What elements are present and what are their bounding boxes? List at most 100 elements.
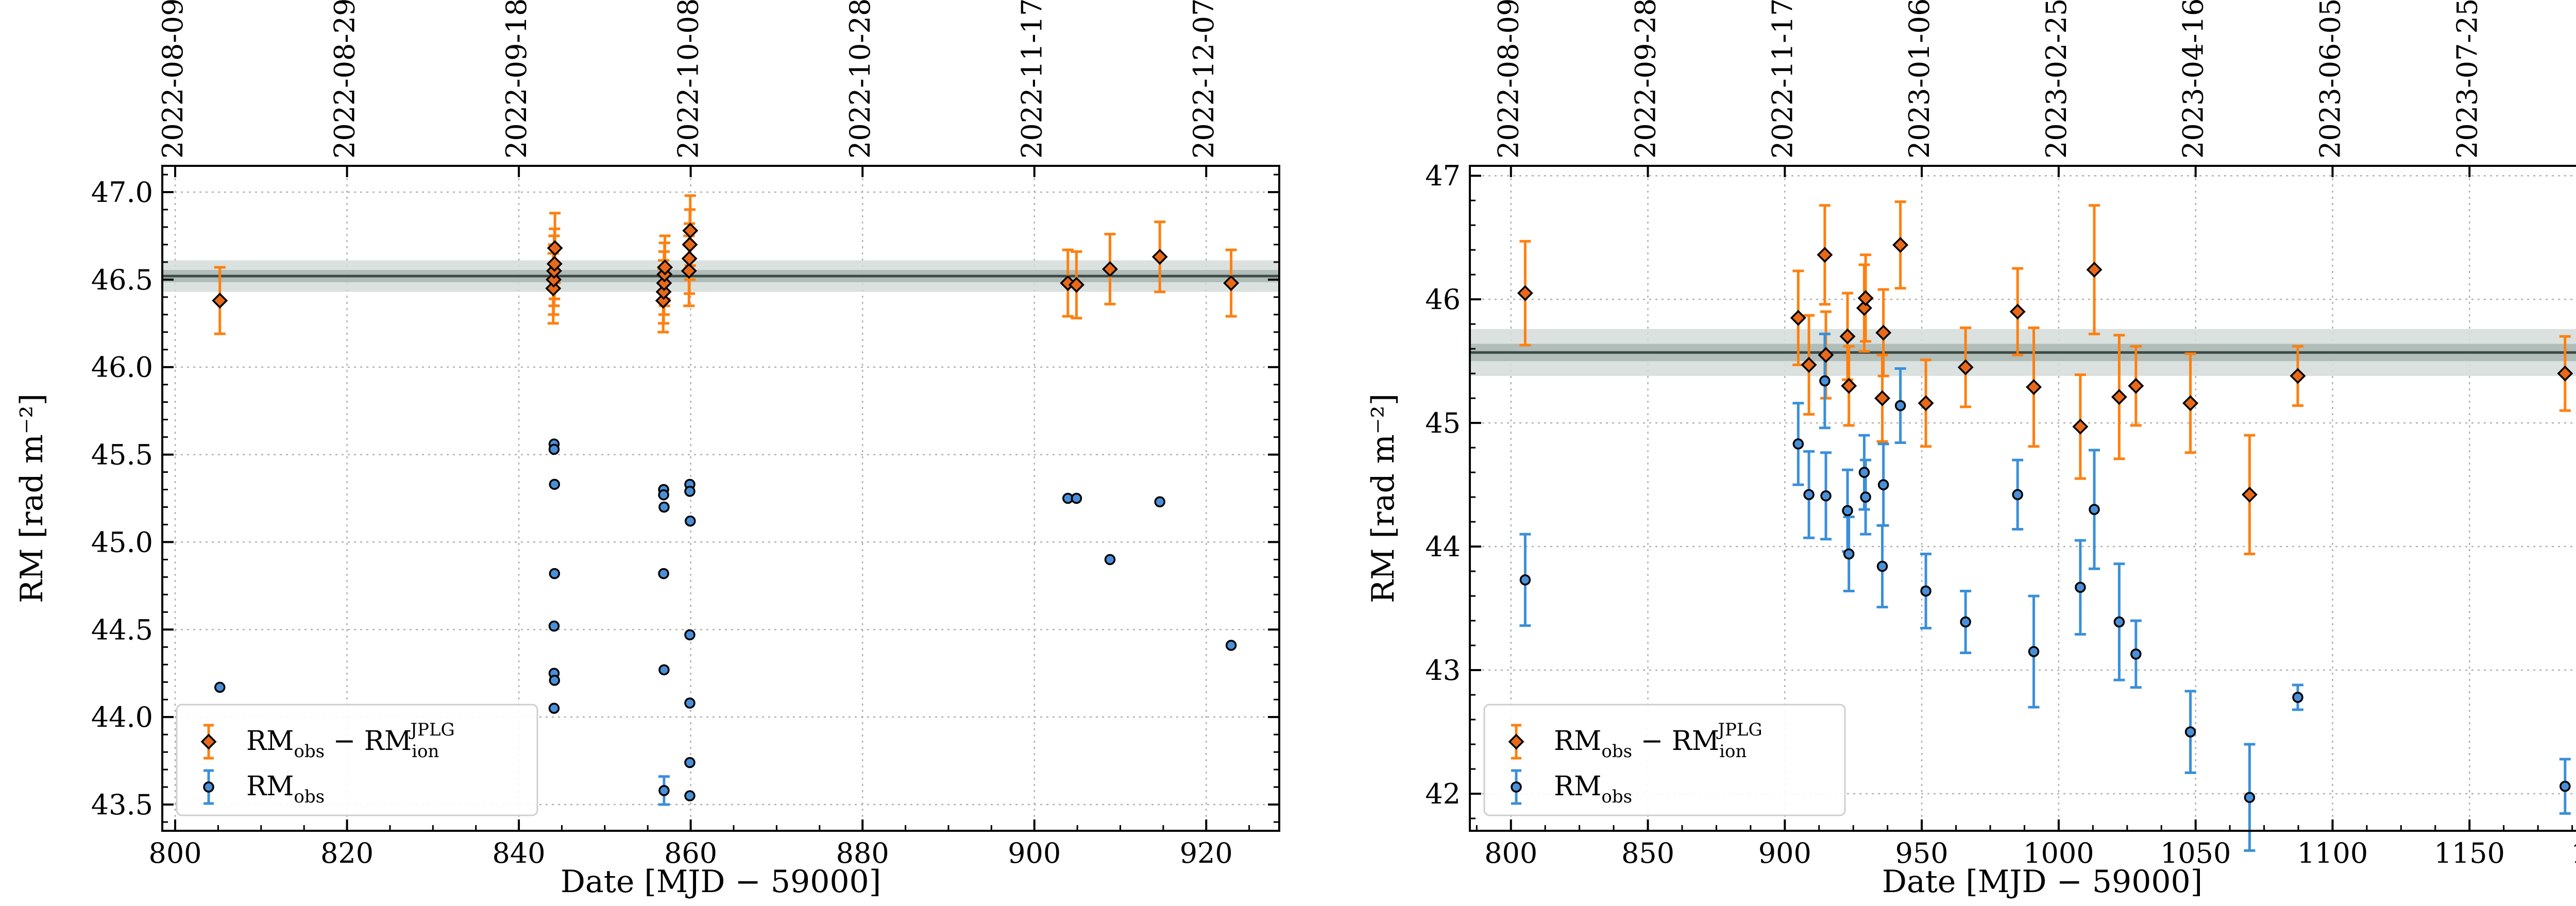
observed-rm-point (1225, 640, 1237, 651)
left-y-axis-title: RM [rad m⁻²] (14, 394, 50, 603)
corrected-rm-point (2072, 418, 2089, 435)
observed-rm-point (1877, 479, 1889, 490)
corrected-rm-point (546, 271, 562, 288)
y-tick-label: 47 (1425, 160, 1461, 192)
legend-rm-text: RM (1554, 726, 1601, 757)
x-tick-label: 950 (1895, 837, 1948, 869)
top-date-tick-label: 2023-01-06 (1903, 0, 1936, 159)
corrected-rm-point (2290, 368, 2306, 384)
legend-obs-subscript: obs (294, 741, 325, 762)
corrected-rm-point (1841, 378, 1857, 394)
corrected-rm-point (682, 236, 698, 253)
x-tick-label: 840 (493, 837, 546, 869)
observed-rm-point (1803, 489, 1815, 501)
top-date-tick-label: 2023-07-25 (2451, 0, 2483, 159)
top-date-tick-label: 2022-10-08 (672, 0, 705, 159)
observed-rm-point (685, 515, 696, 527)
observed-rm-point (684, 486, 696, 497)
y-tick-label: 42 (1425, 778, 1461, 810)
left-plot-frame (161, 165, 1280, 832)
legend-obs-subscript: obs (294, 787, 325, 807)
legend-minus-rm-text: − RM (325, 726, 412, 757)
x-tick-label: 850 (1621, 837, 1674, 869)
x-tick-label: 1050 (2160, 837, 2231, 869)
x-tick-label: 800 (1484, 837, 1537, 869)
corrected-rm-point (1839, 328, 1856, 345)
top-date-tick-label: 2023-06-05 (2314, 0, 2346, 159)
corrected-rm-point (1875, 324, 1892, 341)
x-tick-label: 1200 (2571, 837, 2576, 869)
observed-rm-point (1842, 505, 1853, 517)
top-date-tick-label: 2022-10-28 (844, 0, 876, 159)
y-tick-label: 44 (1425, 531, 1461, 563)
x-tick-label: 1000 (2023, 837, 2094, 869)
observed-rm-point (2028, 646, 2040, 657)
corrected-rm-point (657, 259, 673, 276)
observed-rm-point (1843, 548, 1855, 560)
observed-rm-point (658, 568, 669, 579)
corrected-rm-point (1918, 395, 1934, 412)
x-tick-label: 860 (664, 837, 717, 869)
legend-minus-rm-text: − RM (1632, 726, 1719, 757)
y-tick-label: 44.5 (91, 613, 153, 646)
observed-rm-point (2292, 692, 2303, 703)
legend-observed-marker (203, 781, 214, 793)
corrected-rm-point (1517, 285, 1533, 301)
corrected-rm-point (2111, 389, 2127, 405)
corrected-rm-point (656, 275, 672, 292)
legend-label: RMobs − RMionJPLG (246, 720, 455, 762)
corrected-rm-point (1790, 310, 1806, 326)
top-date-tick-label: 2022-08-29 (329, 0, 361, 159)
corrected-rm-point (1817, 247, 1833, 263)
observed-rm-point (549, 675, 561, 686)
observed-rm-point (1960, 616, 1971, 628)
observed-rm-point (2130, 648, 2142, 660)
corrected-rm-point (1892, 237, 1909, 253)
observed-rm-point (1876, 560, 1888, 572)
observed-rm-point (2560, 780, 2571, 792)
observed-rm-point (2113, 616, 2125, 628)
x-tick-label: 800 (148, 837, 201, 869)
observed-rm-point (548, 443, 560, 455)
top-date-tick-label: 2022-11-17 (1016, 0, 1048, 159)
top-date-tick-label: 2022-09-18 (500, 0, 533, 159)
observed-rm-point (549, 568, 561, 579)
corrected-rm-point (1151, 249, 1168, 265)
corrected-rm-point (655, 293, 671, 309)
observed-rm-point (658, 501, 670, 513)
top-date-tick-label: 2022-09-28 (1630, 0, 1662, 159)
legend-box (176, 704, 538, 816)
corrected-rm-point (2026, 379, 2042, 396)
right-grid-layer (1470, 166, 2576, 831)
x-tick-label: 820 (320, 837, 374, 869)
right-chart-panel: 800 850 900 950 1000 1050 1100 1150 1200 42 43 44 45… (1365, 0, 2576, 900)
right-points-layer (1517, 237, 2573, 803)
right-plot-frame (1469, 165, 2576, 832)
legend-observed-marker (1511, 781, 1522, 793)
y-tick-label: 44.0 (91, 701, 153, 733)
corrected-rm-point (2009, 303, 2026, 320)
observed-rm-point (1519, 574, 1531, 586)
corrected-rm-point (2182, 395, 2199, 412)
corrected-rm-point (1957, 359, 1974, 375)
corrected-rm-point (212, 293, 228, 309)
corrected-rm-point (547, 240, 563, 257)
y-tick-label: 46.0 (91, 351, 153, 384)
corrected-rm-point (1857, 290, 1874, 306)
left-ticks-layer (162, 166, 1279, 831)
y-tick-label: 43.5 (91, 789, 153, 821)
corrected-rm-point (2086, 262, 2103, 278)
legend-label: RMobs − RMionJPLG (1554, 720, 1762, 762)
x-tick-label: 1150 (2434, 837, 2505, 869)
x-tick-label: 900 (1008, 837, 1061, 869)
observed-rm-point (684, 697, 696, 709)
legend-label: RMobs (1554, 771, 1632, 807)
right-legend: RMobs − RMionJPLG RMobs (1483, 704, 1846, 816)
y-tick-label: 46.5 (91, 264, 153, 296)
observed-rm-point (1071, 492, 1082, 504)
observed-rm-point (1154, 496, 1165, 508)
observed-rm-point (1820, 490, 1832, 502)
legend-jplg-superscript: JPLG (409, 720, 454, 740)
